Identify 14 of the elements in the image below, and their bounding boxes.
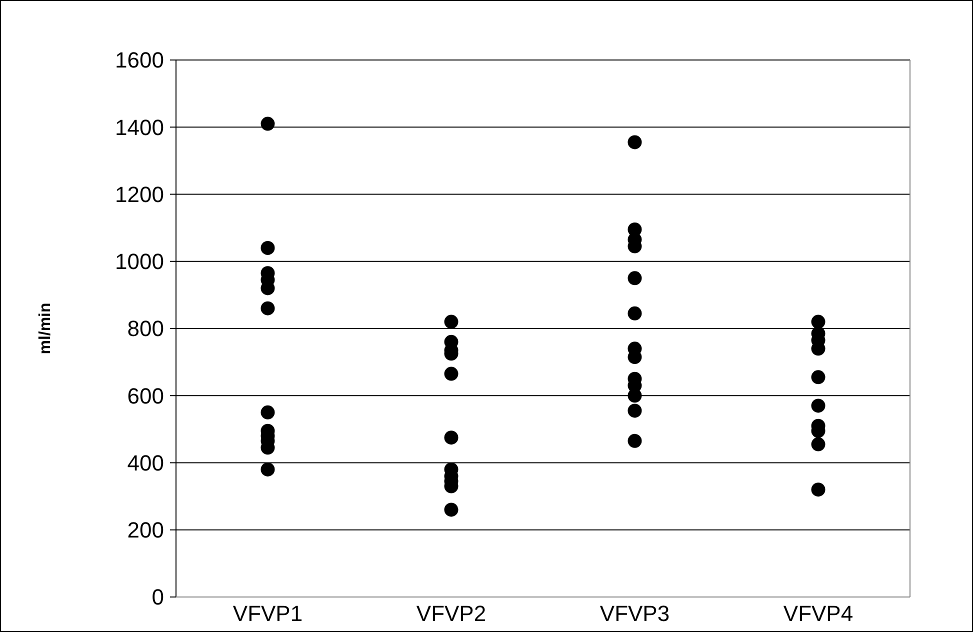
y-tick-label: 400 (127, 450, 164, 476)
y-tick-label: 1600 (115, 48, 164, 73)
y-tick-label: 1000 (115, 249, 164, 274)
y-tick-label: 800 (127, 316, 164, 342)
y-tick-label: 600 (127, 383, 164, 408)
y-tick-label: 1200 (115, 182, 164, 207)
x-tick-label: VFVP3 (600, 601, 670, 626)
x-tick-label: VFVP2 (416, 601, 486, 626)
x-tick-label: VFVP1 (232, 601, 303, 626)
x-tick-label: VFVP4 (783, 601, 854, 626)
y-axis-title: ml/min (37, 302, 54, 354)
y-tick-label: 0 (152, 584, 164, 610)
y-tick-label: 200 (127, 518, 164, 543)
y-tick-label: 1400 (115, 114, 164, 140)
